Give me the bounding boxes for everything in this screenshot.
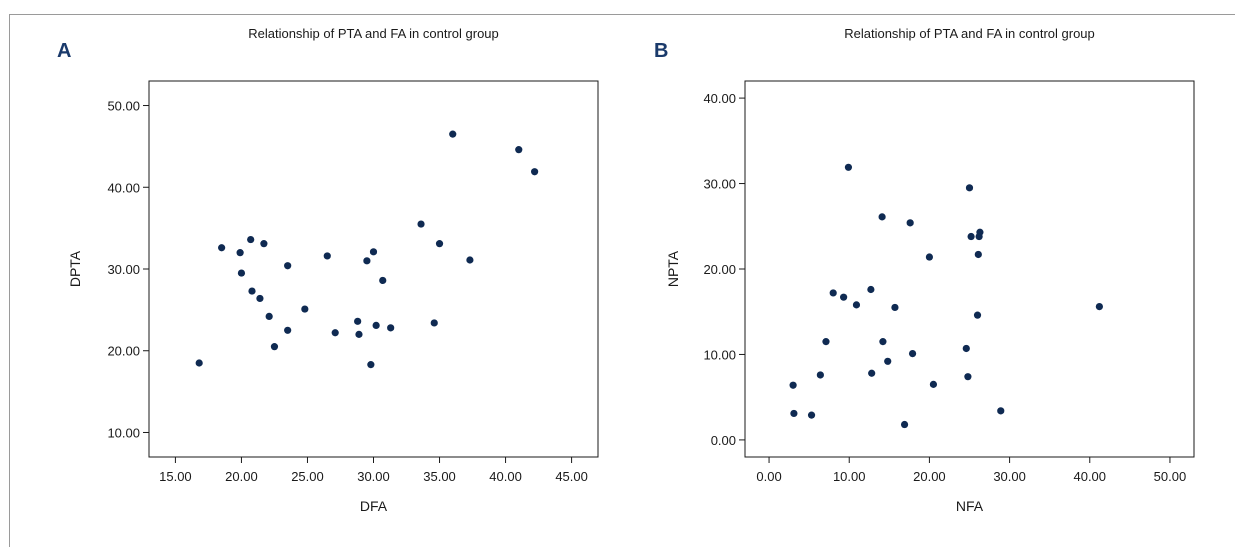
scatter-point: [884, 357, 892, 365]
scatter-point: [301, 305, 309, 313]
scatter-point: [840, 293, 848, 301]
panel-letter-b: B: [654, 40, 669, 62]
chart-title: Relationship of PTA and FA in control gr…: [844, 26, 1095, 41]
scatter-point: [270, 343, 279, 351]
scatter-point: [997, 407, 1005, 415]
x-tick-label: 30.00: [357, 469, 390, 484]
y-tick-label: 50.00: [107, 99, 140, 114]
panel-letter-a: A: [57, 40, 72, 62]
scatter-point: [829, 289, 837, 297]
scatter-point: [868, 369, 876, 377]
figure-frame: [9, 14, 1235, 547]
y-axis-label: DPTA: [67, 250, 83, 287]
scatter-point: [807, 411, 816, 419]
y-tick-label: 20.00: [703, 262, 736, 277]
y-tick-label: 40.00: [107, 180, 140, 195]
y-axis-label: NPTA: [665, 250, 681, 287]
scatter-point: [790, 409, 798, 418]
x-tick-label: 50.00: [1154, 469, 1187, 484]
scatter-point: [369, 248, 378, 256]
scatter-point: [974, 250, 982, 259]
chart-panel-a: Relationship of PTA and FA in control gr…: [67, 26, 599, 514]
scatter-point: [1095, 303, 1103, 311]
scatter-point: [435, 240, 444, 248]
x-axis-label: NFA: [956, 498, 984, 514]
scatter-point: [962, 344, 970, 353]
scatter-point: [256, 294, 264, 303]
scatter-point: [973, 311, 982, 319]
x-tick-label: 0.00: [756, 469, 781, 484]
scatter-point: [247, 235, 255, 244]
chart-title: Relationship of PTA and FA in control gr…: [248, 26, 499, 41]
scatter-point: [852, 301, 861, 309]
scatter-point: [260, 240, 268, 248]
scatter-point: [844, 163, 853, 171]
scatter-point: [906, 219, 914, 227]
scatter-point: [265, 312, 273, 321]
x-tick-label: 15.00: [159, 469, 192, 484]
y-tick-label: 10.00: [107, 425, 140, 440]
scatter-point: [789, 381, 797, 389]
scatter-point: [466, 256, 474, 264]
chart-panel-b: Relationship of PTA and FA in control gr…: [665, 26, 1195, 514]
plot-frame: [744, 80, 1195, 458]
x-tick-label: 30.00: [993, 469, 1026, 484]
scatter-point: [816, 371, 824, 379]
x-tick-label: 35.00: [423, 469, 456, 484]
scatter-point: [355, 330, 363, 338]
scatter-point: [976, 228, 984, 236]
scatter-point: [367, 361, 375, 369]
scatter-point: [236, 249, 244, 257]
scatter-point: [964, 373, 972, 381]
scatter-point: [879, 338, 887, 346]
x-tick-label: 40.00: [1073, 469, 1106, 484]
scatter-point: [965, 184, 974, 192]
scatter-point: [248, 287, 256, 295]
scatter-point: [430, 319, 438, 327]
y-tick-label: 40.00: [703, 91, 736, 106]
y-tick-label: 10.00: [703, 347, 736, 362]
plot-frame: [148, 80, 599, 458]
scatter-point: [379, 276, 387, 285]
scatter-point: [891, 303, 899, 312]
scatter-point: [417, 220, 425, 228]
scatter-point: [908, 350, 917, 358]
x-tick-label: 45.00: [555, 469, 588, 484]
scatter-point: [387, 324, 395, 332]
scatter-point: [929, 380, 938, 388]
scatter-point: [867, 285, 875, 294]
scatter-point: [237, 269, 246, 277]
y-tick-label: 20.00: [107, 344, 140, 359]
scatter-point: [531, 168, 539, 176]
x-tick-label: 20.00: [225, 469, 258, 484]
y-tick-label: 0.00: [711, 433, 736, 448]
scatter-point: [195, 359, 203, 367]
scatter-point: [822, 338, 830, 346]
scatter-point: [354, 317, 362, 325]
scatter-point: [925, 253, 934, 261]
scatter-point: [515, 146, 523, 154]
scatter-point: [967, 232, 975, 241]
scatter-point: [372, 321, 380, 329]
scatter-point: [331, 329, 339, 337]
scatter-point: [284, 326, 292, 334]
y-tick-label: 30.00: [703, 177, 736, 192]
scatter-point: [284, 262, 292, 270]
x-axis-label: DFA: [360, 498, 388, 514]
scatter-point: [900, 420, 909, 429]
y-tick-label: 30.00: [107, 262, 140, 277]
x-tick-label: 20.00: [913, 469, 946, 484]
scatter-point: [878, 213, 886, 221]
x-tick-label: 10.00: [833, 469, 866, 484]
x-tick-label: 25.00: [291, 469, 324, 484]
scatter-point: [218, 244, 226, 252]
x-tick-label: 40.00: [489, 469, 522, 484]
scatter-point: [449, 130, 457, 138]
scatter-point: [363, 257, 371, 265]
scatter-point: [323, 252, 331, 260]
